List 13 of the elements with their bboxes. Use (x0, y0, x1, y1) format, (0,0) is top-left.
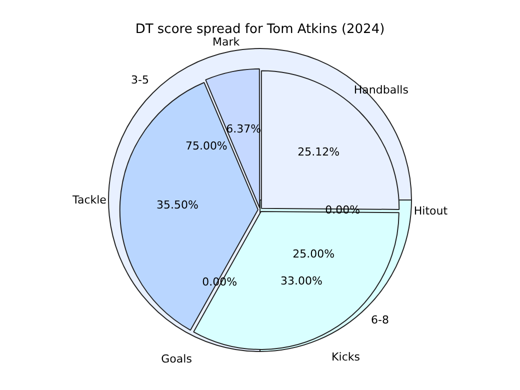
data-label: 35.50% (156, 198, 198, 212)
slice-label: Kicks (332, 350, 360, 364)
chart-title: DT score spread for Tom Atkins (2024) (135, 22, 385, 38)
slice-label: Mark (212, 36, 240, 49)
data-label: 25.12% (298, 145, 340, 158)
slice-label: 6-8 (370, 313, 389, 326)
category-label: Goals (161, 352, 192, 366)
slice-label: 3-5 (131, 74, 149, 87)
category-label: Hitout (414, 204, 448, 218)
data-label: 33.00% (280, 274, 322, 288)
slice-label: Tackle (72, 194, 106, 207)
data-label: 25.00% (292, 247, 335, 260)
data-label: 75.00% (185, 140, 228, 153)
